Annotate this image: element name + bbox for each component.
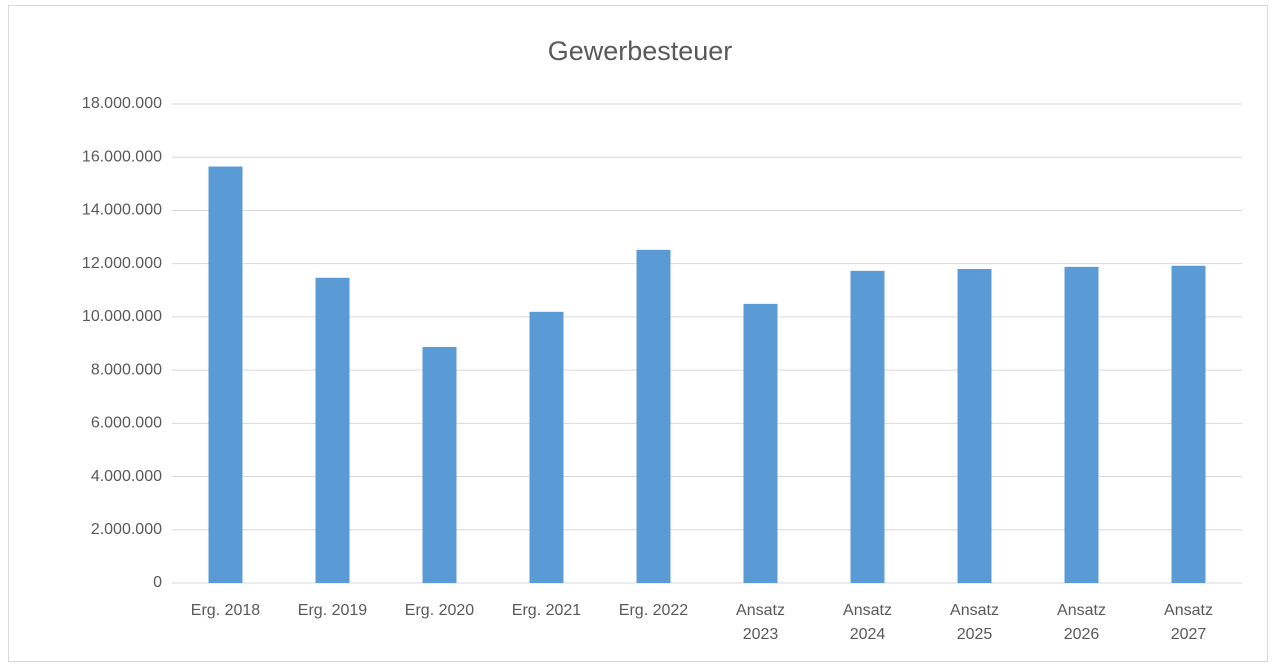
bar xyxy=(1064,266,1099,583)
y-tick-label: 4.000.000 xyxy=(91,468,162,485)
y-tick-label: 8.000.000 xyxy=(91,361,162,378)
bar xyxy=(1171,265,1206,583)
x-tick-label: Ansatz 2025 xyxy=(950,602,999,643)
x-tick-label: Ansatz 2023 xyxy=(736,602,785,643)
x-tick-label: Erg. 2019 xyxy=(297,602,368,619)
bar xyxy=(957,268,992,583)
bar xyxy=(422,346,457,583)
x-tick-label: Erg. 2020 xyxy=(404,602,475,619)
y-tick-label: 0 xyxy=(153,574,162,591)
x-tick-label: Ansatz 2027 xyxy=(1164,602,1213,643)
x-tick-label: Ansatz 2024 xyxy=(843,602,892,643)
y-tick-label: 14.000.000 xyxy=(82,202,162,219)
y-tick-label: 10.000.000 xyxy=(82,308,162,325)
y-tick-label: 2.000.000 xyxy=(91,521,162,538)
bar xyxy=(529,311,564,583)
bar xyxy=(743,303,778,583)
x-tick-label: Erg. 2021 xyxy=(511,602,582,619)
y-tick-label: 18.000.000 xyxy=(82,95,162,112)
y-tick-label: 16.000.000 xyxy=(82,148,162,165)
x-tick-label: Erg. 2022 xyxy=(618,602,689,619)
chart-title: Gewerbesteuer xyxy=(548,36,733,66)
bar xyxy=(850,270,885,583)
bar xyxy=(636,249,671,583)
x-tick-label: Ansatz 2026 xyxy=(1057,602,1106,643)
bar xyxy=(208,166,243,583)
y-tick-label: 6.000.000 xyxy=(91,415,162,432)
x-tick-label: Erg. 2018 xyxy=(190,602,261,619)
bar xyxy=(315,277,350,583)
y-tick-label: 12.000.000 xyxy=(82,255,162,272)
